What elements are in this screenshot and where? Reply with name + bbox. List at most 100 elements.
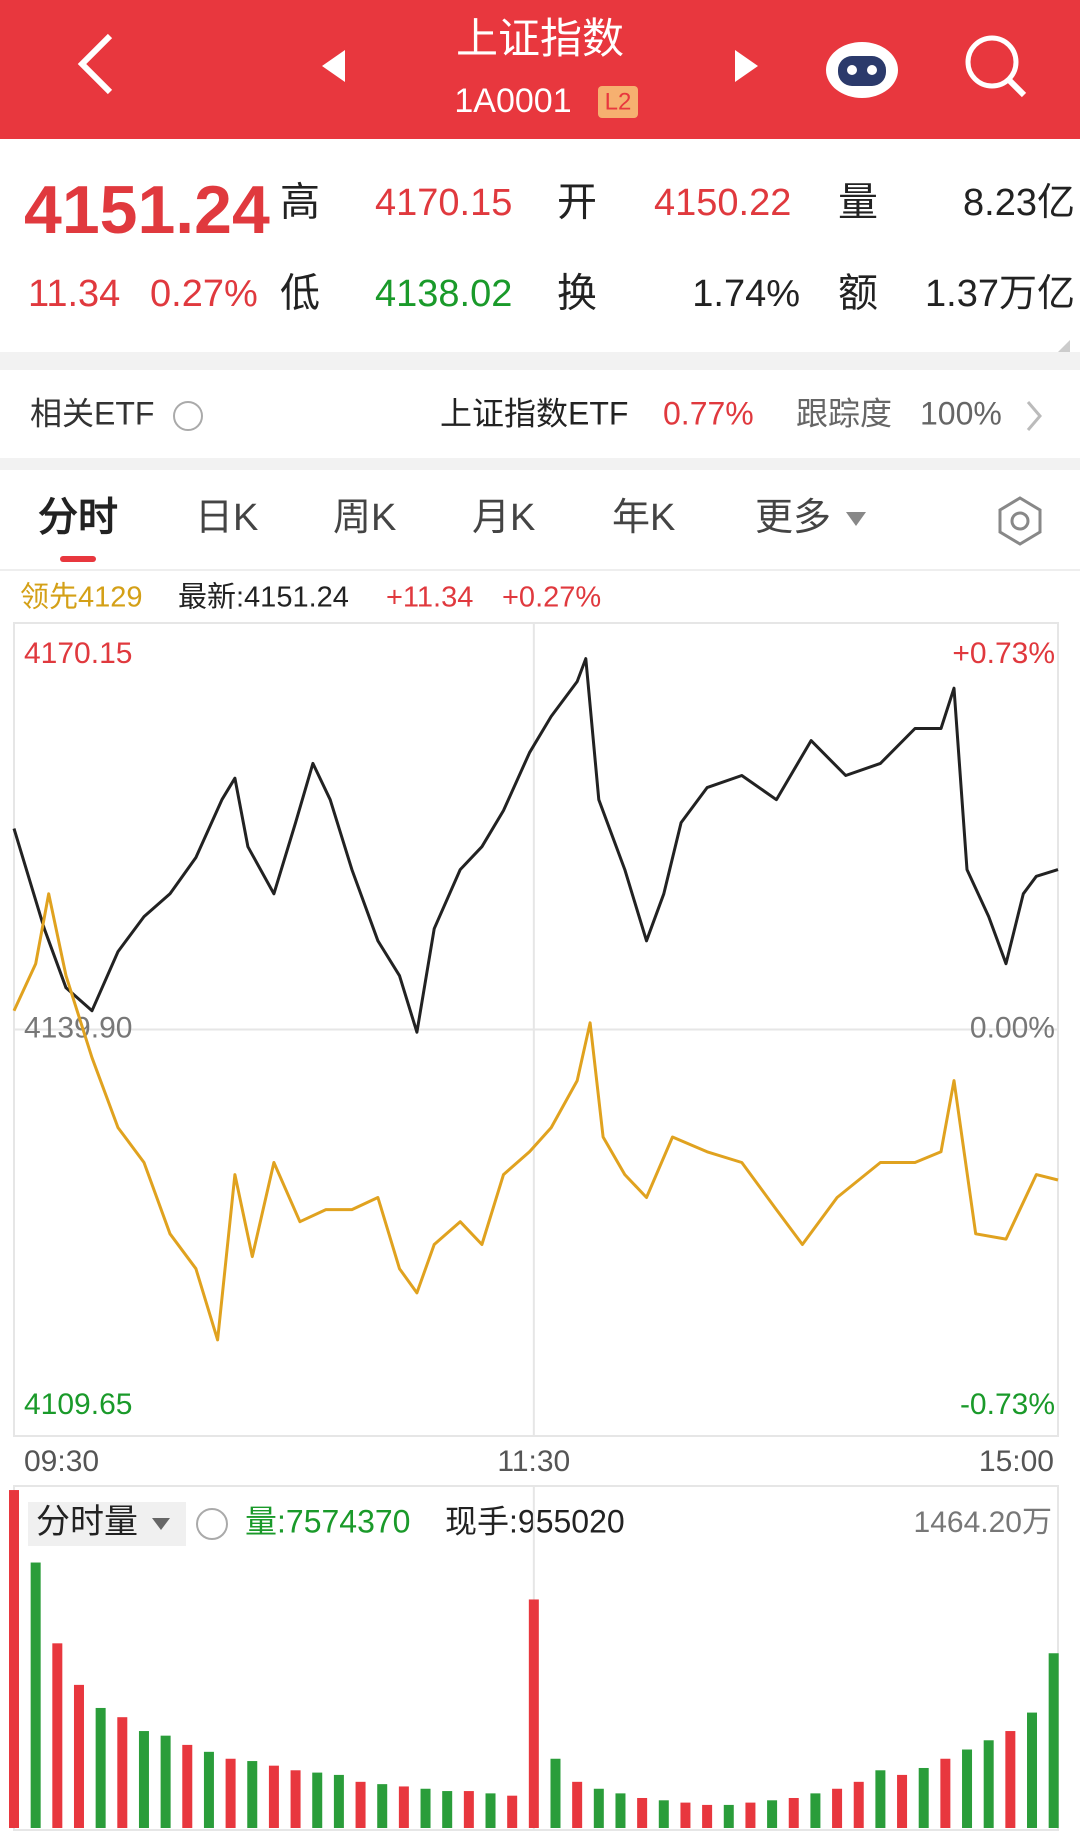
volume-bar: [897, 1774, 908, 1828]
prev-button[interactable]: [322, 50, 345, 82]
separator: [0, 352, 1080, 370]
x-tick-label: 15:00: [979, 1445, 1054, 1478]
volume-bar: [1048, 1653, 1059, 1828]
stat-value: 1.74%: [692, 273, 800, 315]
volume-bar: [268, 1765, 279, 1828]
volume-bar: [983, 1740, 994, 1828]
help-icon[interactable]: [196, 1508, 228, 1540]
expand-corner[interactable]: [1056, 340, 1070, 354]
help-icon[interactable]: [173, 401, 203, 431]
settings-icon-center: [1010, 511, 1030, 531]
robot-icon[interactable]: [826, 42, 898, 98]
back-button[interactable]: [77, 33, 113, 95]
volume-bar: [377, 1784, 388, 1828]
stat-label: 开: [557, 181, 597, 225]
tab[interactable]: 日K: [195, 497, 258, 539]
volume-bar: [550, 1758, 561, 1828]
tracking-value: 100%: [920, 395, 1002, 431]
volume-bar: [95, 1707, 106, 1828]
volume-label: 量:7574370: [245, 1503, 410, 1539]
volume-bar: [637, 1797, 648, 1828]
volume-bar: [182, 1744, 193, 1828]
volume-bar: [810, 1793, 821, 1828]
volume-bar: [658, 1800, 669, 1828]
tracking-label: 跟踪度: [796, 395, 892, 431]
volume-bar: [52, 1643, 63, 1828]
stat-value: 4170.15: [375, 182, 512, 224]
price: 4151.24: [24, 172, 270, 248]
tab[interactable]: 更多: [755, 497, 831, 539]
price-line: [12, 892, 1059, 1342]
y2-tick-label: +0.73%: [952, 637, 1055, 670]
x-tick-label: 11:30: [497, 1445, 570, 1478]
stat-label: 额: [838, 272, 878, 316]
volume-title[interactable]: 分时量: [36, 1503, 138, 1541]
volume-bar: [962, 1749, 973, 1828]
settings-icon[interactable]: [998, 496, 1042, 546]
volume-bar: [723, 1804, 734, 1828]
volume-bar: [290, 1770, 301, 1828]
etf-label: 相关ETF: [30, 395, 154, 431]
x-tick-label: 09:30: [24, 1445, 99, 1478]
volume-bar: [507, 1795, 518, 1828]
volume-bar: [160, 1735, 171, 1828]
volume-bar: [398, 1786, 409, 1828]
stat-value: 1.37万亿: [925, 273, 1075, 315]
volume-bar: [312, 1772, 323, 1828]
volume-bar: [572, 1781, 583, 1828]
stat-value: 8.23亿: [963, 182, 1075, 224]
info-change: +11.34: [386, 582, 473, 614]
tab[interactable]: 年K: [612, 497, 675, 539]
price-line: [12, 657, 1059, 1034]
etf-row[interactable]: 相关ETF 上证指数ETF 0.77% 跟踪度 100%: [30, 395, 1042, 431]
stat-label: 换: [557, 272, 597, 316]
badge-bg: [598, 86, 638, 118]
volume-bar: [203, 1751, 214, 1828]
volume-bar: [875, 1770, 886, 1828]
volume-tick-label: 1464.20万: [914, 1506, 1052, 1539]
volume-bar: [940, 1758, 951, 1828]
header-code: 1A0001: [454, 82, 571, 120]
tab[interactable]: 周K: [333, 497, 396, 539]
change-pct: 0.27%: [150, 273, 258, 315]
search-icon[interactable]: [965, 35, 1027, 98]
volume-bar: [247, 1761, 258, 1828]
etf-name: 上证指数ETF: [440, 395, 628, 431]
volume-bar: [702, 1804, 713, 1828]
stat-label: 高: [280, 181, 320, 225]
tab[interactable]: 分时: [38, 496, 118, 540]
volume-bar: [9, 1490, 19, 1828]
stat-value: 4150.22: [654, 182, 791, 224]
volume-bar: [463, 1791, 474, 1828]
separator: [0, 458, 1080, 470]
volume-bar: [442, 1791, 453, 1828]
volume-bar: [117, 1717, 128, 1828]
volume-bar: [593, 1788, 604, 1828]
tab[interactable]: 月K: [472, 497, 535, 539]
volume-bar: [355, 1781, 366, 1828]
volume-bar: [918, 1767, 929, 1828]
etf-change: 0.77%: [663, 395, 754, 431]
volume-bar: [788, 1797, 799, 1828]
volume-bar: [138, 1731, 149, 1828]
volume-bar: [1005, 1731, 1016, 1828]
volume-bar: [745, 1802, 756, 1828]
volume-bar: [615, 1793, 626, 1828]
volume-bar: [680, 1802, 691, 1828]
volume-bar: [225, 1758, 236, 1828]
volume-bar: [420, 1788, 431, 1828]
info-change-pct: +0.27%: [502, 582, 601, 614]
latest-label: 最新:4151.24: [178, 581, 349, 614]
tab-indicator: [60, 556, 96, 562]
next-button[interactable]: [735, 50, 758, 82]
y2-tick-label: -0.73%: [960, 1388, 1055, 1421]
stat-label: 低: [280, 272, 320, 316]
header-bar: [0, 0, 1080, 139]
dropdown-arrow: [152, 1518, 170, 1530]
header-title: 上证指数: [456, 15, 624, 62]
y-tick-label: 4170.15: [24, 637, 132, 670]
volume-bar: [30, 1562, 41, 1828]
volume-bar: [528, 1599, 539, 1828]
